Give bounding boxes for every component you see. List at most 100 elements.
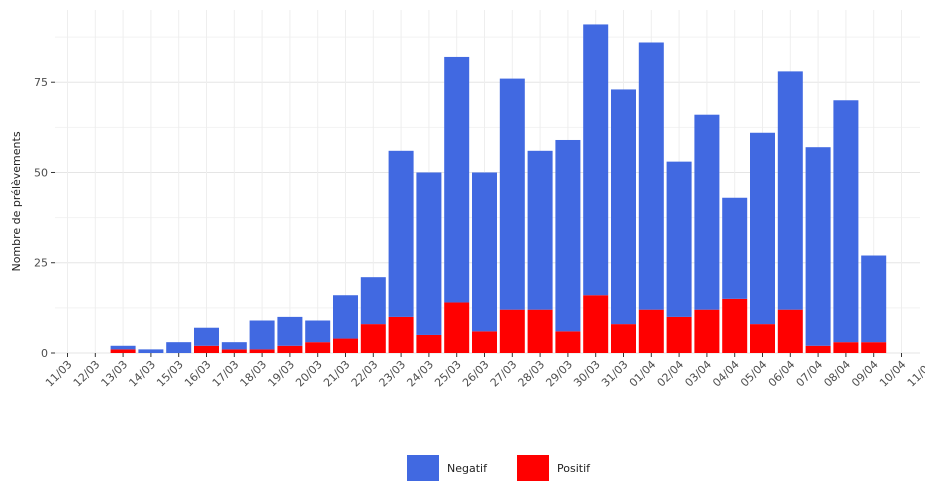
x-tick-label: 13/03 bbox=[99, 358, 131, 390]
bar-positif bbox=[611, 324, 636, 353]
x-tick-label: 22/03 bbox=[349, 358, 381, 390]
bar-negatif bbox=[166, 342, 192, 353]
x-tick-label: 19/03 bbox=[265, 358, 297, 390]
bar-negatif bbox=[110, 345, 136, 350]
bar-negatif bbox=[750, 132, 775, 325]
x-tick-label: 23/03 bbox=[377, 358, 409, 390]
legend-label-positif: Positif bbox=[557, 462, 591, 475]
bar-negatif bbox=[555, 139, 581, 332]
bar-negatif bbox=[694, 114, 720, 310]
bar-negatif bbox=[861, 255, 887, 343]
x-axis: 11/0312/0313/0314/0315/0316/0317/0318/03… bbox=[43, 353, 925, 390]
bar-negatif bbox=[611, 89, 636, 325]
bar-negatif bbox=[194, 327, 219, 346]
bar-negatif bbox=[805, 147, 831, 346]
legend-key-positif bbox=[517, 455, 549, 481]
y-tick-label: 0 bbox=[41, 347, 48, 360]
bar-positif bbox=[444, 302, 470, 353]
bar-positif bbox=[638, 309, 664, 353]
bar-positif bbox=[249, 349, 275, 353]
x-tick-label: 24/03 bbox=[404, 358, 436, 390]
bar-negatif bbox=[277, 316, 303, 346]
x-tick-label: 01/04 bbox=[627, 358, 659, 390]
bar-positif bbox=[694, 309, 720, 353]
bars bbox=[110, 24, 887, 353]
x-tick-label: 04/04 bbox=[710, 358, 742, 390]
y-tick-label: 50 bbox=[34, 166, 48, 179]
bar-positif bbox=[861, 342, 887, 353]
y-axis-title: Nombre de prélèvements bbox=[10, 131, 23, 271]
bar-negatif bbox=[333, 295, 358, 339]
bar-negatif bbox=[722, 197, 748, 299]
legend-label-negatif: Negatif bbox=[447, 462, 488, 475]
bar-positif bbox=[722, 298, 748, 353]
x-tick-label: 06/04 bbox=[766, 358, 798, 390]
bar-positif bbox=[305, 342, 331, 353]
x-tick-label: 08/04 bbox=[821, 358, 853, 390]
bar-positif bbox=[221, 349, 247, 353]
legend-key-negatif bbox=[407, 455, 439, 481]
x-tick-label: 11/04 bbox=[905, 358, 925, 390]
bar-positif bbox=[583, 295, 609, 353]
bar-negatif bbox=[472, 172, 497, 332]
bar-negatif bbox=[444, 56, 470, 303]
bar-positif bbox=[194, 345, 219, 353]
bar-positif bbox=[499, 309, 525, 353]
bar-positif bbox=[472, 331, 497, 353]
x-tick-label: 31/03 bbox=[599, 358, 631, 390]
bar-positif bbox=[750, 324, 775, 353]
x-tick-label: 03/04 bbox=[682, 358, 714, 390]
x-tick-label: 15/03 bbox=[154, 358, 186, 390]
x-tick-label: 17/03 bbox=[210, 358, 242, 390]
bar-negatif bbox=[360, 277, 386, 325]
bar-negatif bbox=[777, 71, 803, 310]
x-tick-label: 10/04 bbox=[877, 358, 909, 390]
bar-negatif bbox=[666, 161, 692, 317]
x-tick-label: 25/03 bbox=[432, 358, 464, 390]
x-tick-label: 20/03 bbox=[293, 358, 325, 390]
x-tick-label: 18/03 bbox=[238, 358, 270, 390]
bar-positif bbox=[527, 309, 553, 353]
x-tick-label: 16/03 bbox=[182, 358, 214, 390]
bar-positif bbox=[110, 349, 136, 353]
bar-positif bbox=[360, 324, 386, 353]
x-tick-label: 05/04 bbox=[738, 358, 770, 390]
bar-negatif bbox=[833, 100, 859, 343]
y-axis: 0 25 50 75 bbox=[34, 76, 55, 360]
x-tick-label: 27/03 bbox=[488, 358, 520, 390]
bar-negatif bbox=[138, 349, 164, 353]
x-tick-label: 21/03 bbox=[321, 358, 353, 390]
x-tick-label: 11/03 bbox=[43, 358, 75, 390]
bar-negatif bbox=[499, 78, 525, 310]
bar-positif bbox=[555, 331, 581, 353]
x-tick-label: 09/04 bbox=[849, 358, 881, 390]
x-tick-label: 28/03 bbox=[516, 358, 548, 390]
bar-negatif bbox=[305, 320, 331, 343]
x-tick-label: 29/03 bbox=[543, 358, 575, 390]
bar-negatif bbox=[527, 150, 553, 310]
x-tick-label: 02/04 bbox=[655, 358, 687, 390]
bar-positif bbox=[277, 345, 303, 353]
bar-negatif bbox=[583, 24, 609, 296]
x-tick-label: 14/03 bbox=[126, 358, 158, 390]
bar-negatif bbox=[416, 172, 442, 335]
x-tick-label: 12/03 bbox=[71, 358, 103, 390]
bar-positif bbox=[333, 338, 358, 353]
bar-negatif bbox=[221, 342, 247, 350]
y-tick-label: 75 bbox=[34, 76, 48, 89]
x-tick-label: 26/03 bbox=[460, 358, 492, 390]
bar-positif bbox=[833, 342, 859, 353]
bar-positif bbox=[666, 316, 692, 353]
y-tick-label: 25 bbox=[34, 257, 48, 270]
bar-positif bbox=[777, 309, 803, 353]
bar-negatif bbox=[388, 150, 414, 317]
x-tick-label: 30/03 bbox=[571, 358, 603, 390]
bar-negatif bbox=[249, 320, 275, 350]
bar-positif bbox=[805, 345, 831, 353]
x-tick-label: 07/04 bbox=[794, 358, 826, 390]
bar-negatif bbox=[638, 42, 664, 310]
legend: Negatif Positif bbox=[407, 455, 591, 481]
bar-positif bbox=[388, 316, 414, 353]
bar-positif bbox=[416, 334, 442, 353]
